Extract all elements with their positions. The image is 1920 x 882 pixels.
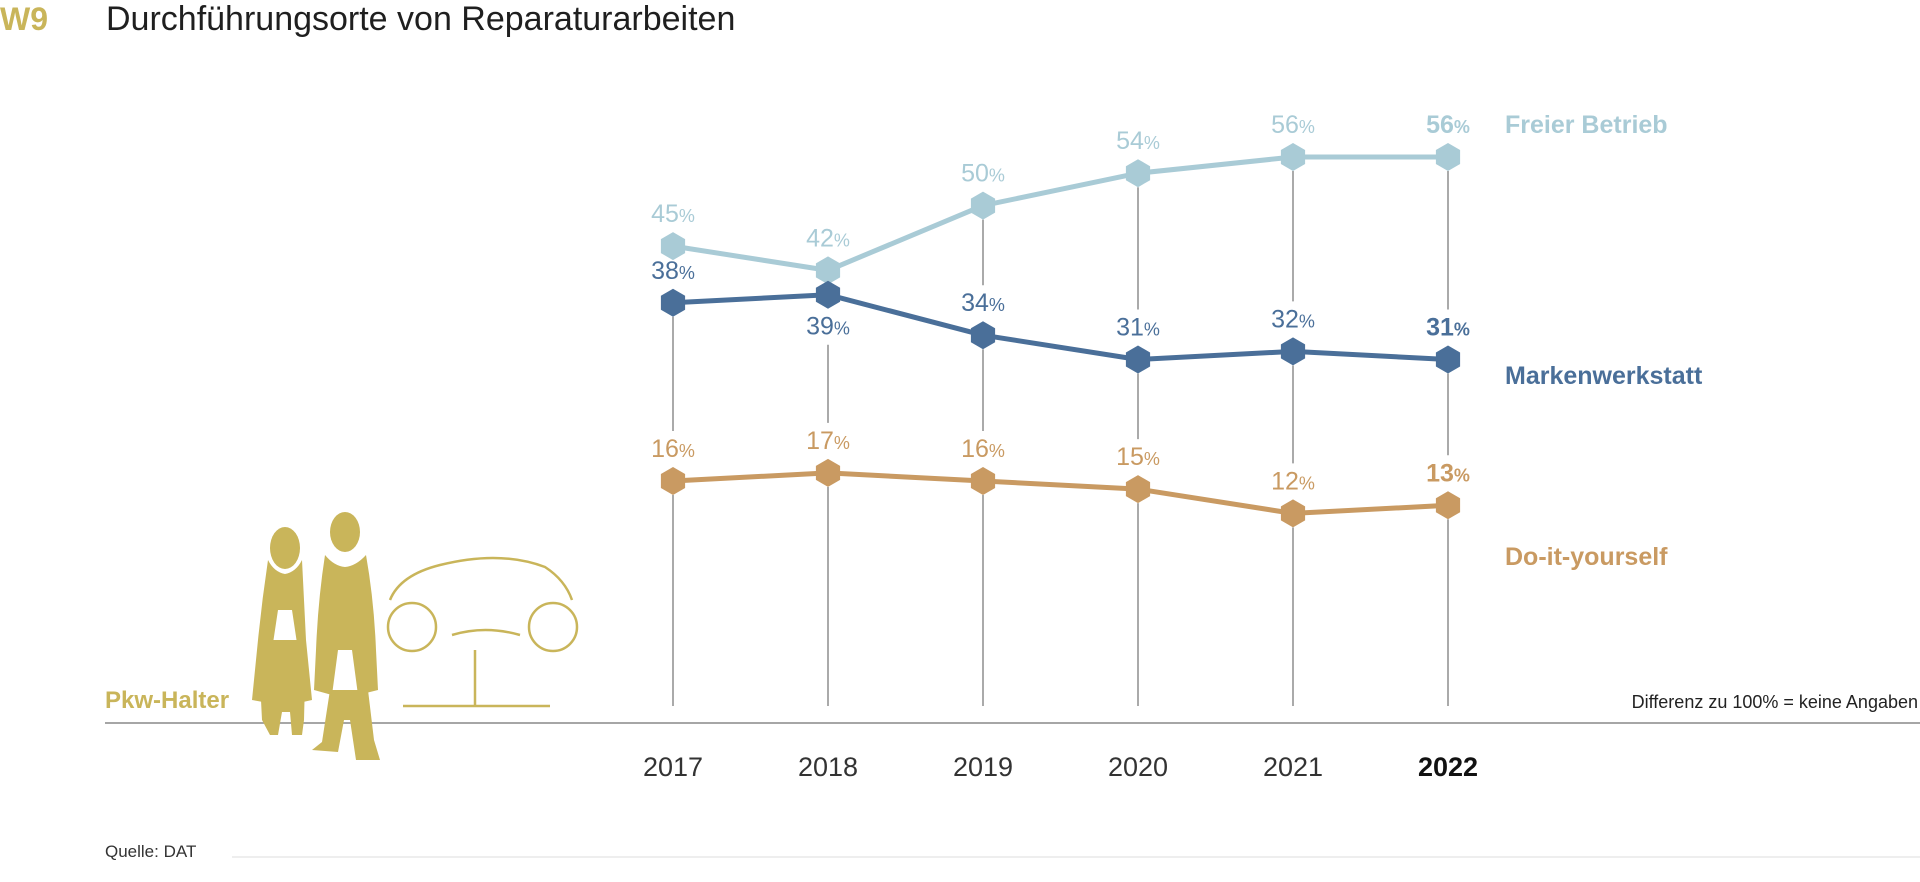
data-label-markenwerkstatt-2022: 31% [1426,314,1470,342]
woman-silhouette-icon [252,527,312,735]
data-point-do-it-yourself-2020 [1125,475,1151,504]
source-text: Quelle: DAT [105,842,196,861]
gridlines [672,171,1449,706]
data-point-freier-betrieb-2017 [660,232,686,261]
x-tick-2018: 2018 [798,752,858,782]
data-point-freier-betrieb-2022 [1435,143,1461,171]
owner-label: Pkw-Halter [105,687,229,714]
series-name-markenwerkstatt: Markenwerkstatt [1505,362,1703,390]
data-point-do-it-yourself-2017 [660,467,686,495]
data-point-freier-betrieb-2020 [1125,159,1151,188]
data-point-markenwerkstatt-2022 [1435,345,1461,374]
car-owners-illustration [252,512,579,760]
data-point-freier-betrieb-2018 [815,256,841,285]
man-silhouette-icon [312,512,380,760]
series-name-do-it-yourself: Do-it-yourself [1505,543,1668,571]
data-label-freier-betrieb-2022: 56% [1426,111,1470,139]
data-point-do-it-yourself-2022 [1435,491,1461,520]
data-label-do-it-yourself-2022: 13% [1426,459,1470,487]
series-line-freier-betrieb [672,154,1448,273]
x-tick-2020: 2020 [1108,752,1168,782]
label-layer: 45% 42% 50% 54% 56% 56% 38% 39% 34% 31% 32% 31% 16% 1… [651,111,1470,495]
data-point-freier-betrieb-2021 [1280,143,1306,171]
data-label-freier-betrieb-2018: 42% [806,224,850,252]
data-label-do-it-yourself-2020: 15% [1116,443,1160,471]
data-label-markenwerkstatt-2019: 34% [961,289,1005,317]
data-label-do-it-yourself-2021: 12% [1271,467,1315,495]
data-point-do-it-yourself-2021 [1280,499,1306,528]
x-axis-ticks: 2017 2018 2019 2020 2021 2022 [643,752,1478,782]
series-line-markenwerkstatt [672,292,1449,362]
x-tick-2022: 2022 [1418,752,1478,782]
x-tick-2021: 2021 [1263,752,1323,782]
car-outline-icon [386,556,579,708]
data-label-markenwerkstatt-2017: 38% [651,257,695,285]
data-point-markenwerkstatt-2018 [815,280,841,309]
note-text: Differenz zu 100% = keine Angaben [1632,692,1918,712]
data-label-freier-betrieb-2017: 45% [651,200,695,228]
series-name-freier-betrieb: Freier Betrieb [1505,111,1668,139]
data-point-markenwerkstatt-2017 [660,288,686,317]
data-label-do-it-yourself-2017: 16% [651,435,695,463]
data-label-markenwerkstatt-2018: 39% [806,313,850,341]
data-point-freier-betrieb-2019 [970,191,996,220]
x-tick-2019: 2019 [953,752,1013,782]
data-label-freier-betrieb-2019: 50% [961,160,1005,188]
data-label-markenwerkstatt-2020: 31% [1116,314,1160,342]
figure-label: W9 [0,1,48,37]
data-point-do-it-yourself-2019 [970,467,996,495]
x-tick-2017: 2017 [643,752,703,782]
data-point-markenwerkstatt-2020 [1125,345,1151,374]
data-label-do-it-yourself-2019: 16% [961,435,1005,463]
data-point-markenwerkstatt-2019 [970,321,996,350]
page-title: Durchführungsorte von Reparaturarbeiten [106,0,735,38]
data-label-markenwerkstatt-2021: 32% [1271,305,1315,333]
data-label-freier-betrieb-2020: 54% [1116,127,1160,155]
series-layer [660,143,1461,528]
data-point-do-it-yourself-2018 [815,458,841,487]
data-label-do-it-yourself-2018: 17% [806,427,850,455]
data-label-freier-betrieb-2021: 56% [1271,111,1315,139]
data-point-markenwerkstatt-2021 [1280,337,1306,366]
series-line-do-it-yourself [672,470,1449,516]
